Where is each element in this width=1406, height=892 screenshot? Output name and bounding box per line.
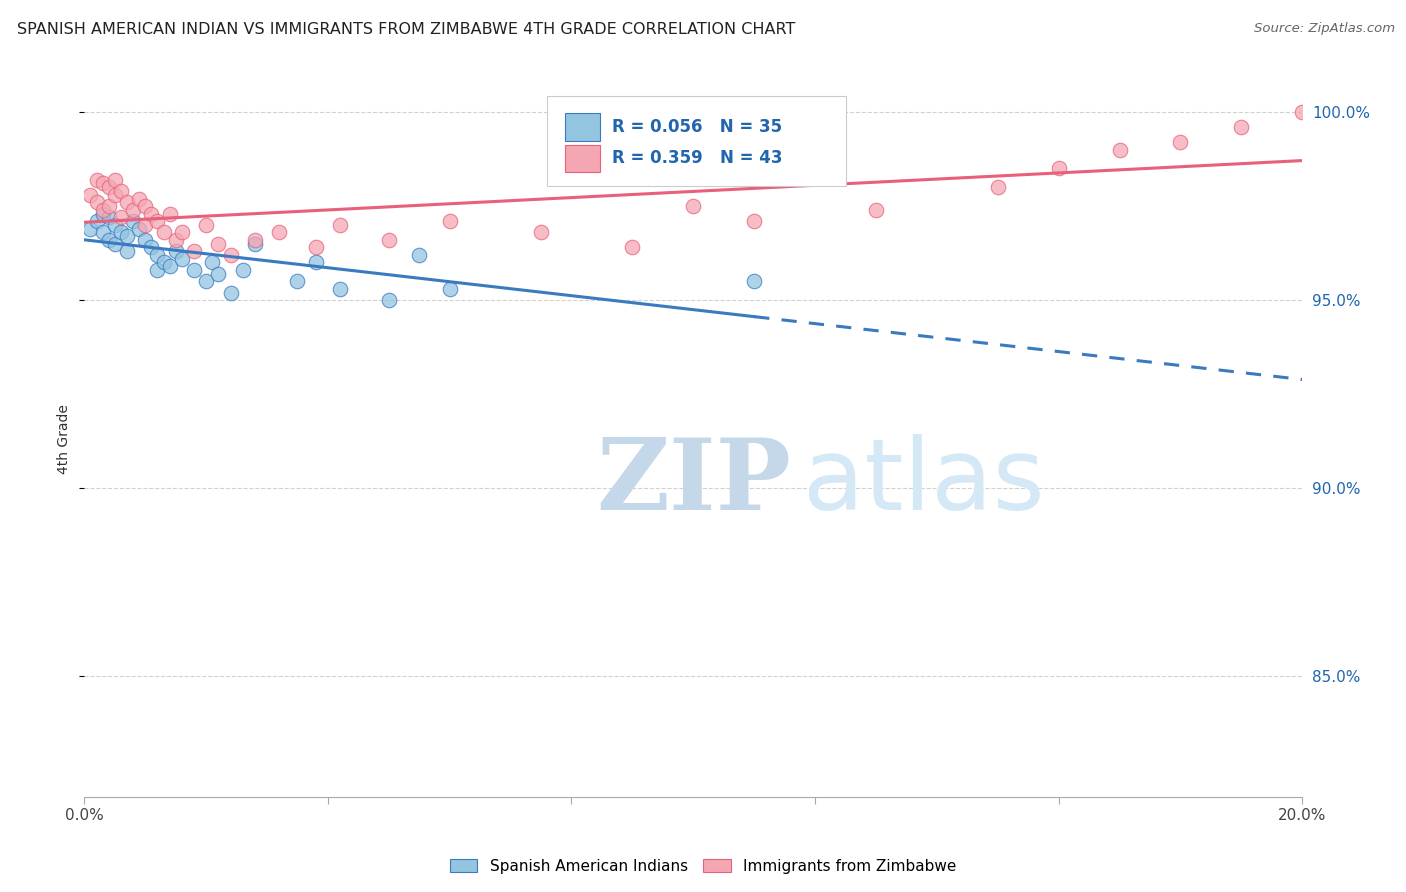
Point <box>269 226 291 240</box>
Point <box>170 252 193 266</box>
Text: R = 0.359   N = 43: R = 0.359 N = 43 <box>612 149 782 168</box>
Point <box>86 214 108 228</box>
Point <box>152 255 174 269</box>
Point <box>146 263 169 277</box>
Y-axis label: 4th Grade: 4th Grade <box>58 404 72 475</box>
Point <box>91 206 114 220</box>
Point <box>128 192 150 206</box>
Point <box>97 199 120 213</box>
Point <box>134 233 156 247</box>
Point <box>1047 161 1070 176</box>
Point <box>122 214 145 228</box>
Point <box>115 244 138 259</box>
Point <box>110 211 132 225</box>
Point <box>86 195 108 210</box>
Point <box>305 255 328 269</box>
Point <box>165 233 187 247</box>
Point <box>195 218 218 232</box>
Point <box>134 199 156 213</box>
Point <box>183 244 205 259</box>
Point <box>141 206 163 220</box>
Text: SPANISH AMERICAN INDIAN VS IMMIGRANTS FROM ZIMBABWE 4TH GRADE CORRELATION CHART: SPANISH AMERICAN INDIAN VS IMMIGRANTS FR… <box>17 22 796 37</box>
Text: atlas: atlas <box>803 434 1045 531</box>
Point <box>97 233 120 247</box>
Point <box>152 226 174 240</box>
Point <box>329 282 352 296</box>
Point <box>104 172 127 186</box>
Point <box>110 184 132 198</box>
Point <box>987 180 1010 194</box>
Point <box>97 211 120 225</box>
Point <box>183 263 205 277</box>
Point <box>91 177 114 191</box>
Point <box>122 202 145 217</box>
Point <box>1108 143 1130 157</box>
Point <box>329 218 352 232</box>
Point <box>91 202 114 217</box>
Point <box>439 214 461 228</box>
Point <box>219 285 242 300</box>
Text: R = 0.056   N = 35: R = 0.056 N = 35 <box>612 118 782 136</box>
Point <box>232 263 254 277</box>
Point <box>207 267 229 281</box>
Point <box>146 214 169 228</box>
Point <box>865 202 887 217</box>
Point <box>1170 135 1192 149</box>
Point <box>305 240 328 254</box>
Point <box>243 233 266 247</box>
Legend: Spanish American Indians, Immigrants from Zimbabwe: Spanish American Indians, Immigrants fro… <box>444 853 962 880</box>
Point <box>682 199 704 213</box>
Point <box>621 240 644 254</box>
Point <box>243 236 266 251</box>
Text: ZIP: ZIP <box>596 434 790 531</box>
Point <box>165 244 187 259</box>
Point <box>115 229 138 244</box>
Point <box>287 274 309 288</box>
Point <box>128 221 150 235</box>
Point <box>742 274 765 288</box>
Point <box>86 172 108 186</box>
Point <box>195 274 218 288</box>
Point <box>742 214 765 228</box>
Point <box>1230 120 1253 134</box>
Point <box>1291 105 1313 120</box>
Point <box>104 187 127 202</box>
Point <box>79 221 101 235</box>
Point <box>146 248 169 262</box>
FancyBboxPatch shape <box>565 145 599 172</box>
Point <box>207 236 229 251</box>
Point <box>170 226 193 240</box>
FancyBboxPatch shape <box>565 113 599 141</box>
Point <box>159 206 181 220</box>
Point <box>201 255 224 269</box>
Point <box>115 195 138 210</box>
FancyBboxPatch shape <box>547 96 845 186</box>
Point <box>378 233 401 247</box>
Point <box>159 259 181 273</box>
Point <box>141 240 163 254</box>
Point <box>134 218 156 232</box>
Point <box>408 248 430 262</box>
Point <box>91 226 114 240</box>
Point <box>378 293 401 307</box>
Text: Source: ZipAtlas.com: Source: ZipAtlas.com <box>1254 22 1395 36</box>
Point <box>219 248 242 262</box>
Point <box>530 226 553 240</box>
Point <box>97 180 120 194</box>
Point <box>439 282 461 296</box>
Point <box>104 218 127 232</box>
Point <box>104 236 127 251</box>
Point <box>110 226 132 240</box>
Point <box>79 187 101 202</box>
